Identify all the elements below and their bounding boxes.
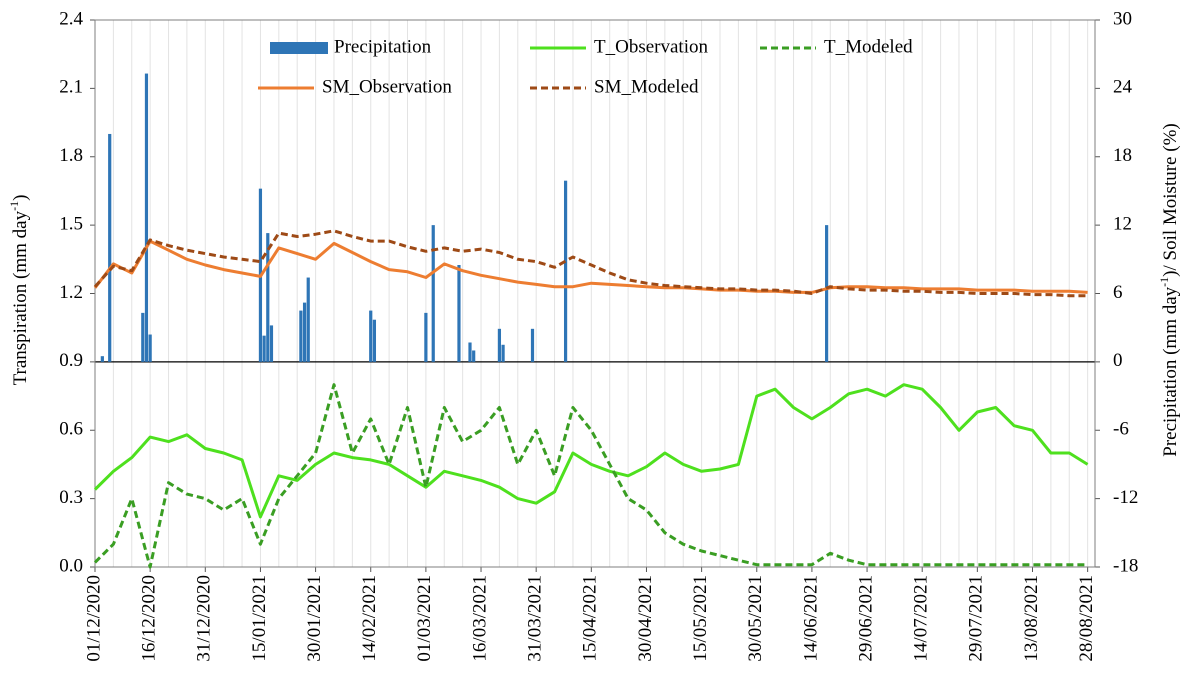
precipitation-bar <box>501 344 505 362</box>
y-axis-title-sup: -1 <box>7 201 21 211</box>
precipitation-bar <box>563 180 568 362</box>
precipitation-bar <box>100 356 104 362</box>
precipitation-bar <box>299 310 303 362</box>
x-tick-label: 30/01/2021 <box>304 575 325 662</box>
x-tick-label: 31/03/2021 <box>525 575 546 662</box>
x-tick-label: 01/03/2021 <box>414 575 435 662</box>
y2-axis-title-tail: )/ Soil Moisture (%) <box>1160 123 1181 277</box>
y-axis-title: Transpiration (mm day-1) <box>7 195 32 386</box>
precipitation-bar <box>148 334 152 362</box>
x-tick-label: 15/04/2021 <box>580 575 601 662</box>
precipitation-bar <box>431 225 435 362</box>
x-tick-label: 28/08/2021 <box>1076 575 1097 662</box>
x-tick-label: 15/05/2021 <box>690 575 711 662</box>
precipitation-bar <box>144 73 149 362</box>
precipitation-bar <box>372 319 377 362</box>
x-tick-label: 16/12/2020 <box>139 575 160 662</box>
y-tick-label: 2.4 <box>59 8 83 29</box>
y2-tick-label: -12 <box>1113 487 1138 508</box>
precipitation-bar <box>266 233 270 362</box>
x-tick-label: 29/07/2021 <box>966 575 987 662</box>
series-line <box>93 383 1088 569</box>
y2-tick-label: 18 <box>1113 145 1132 166</box>
legend-label: SM_Modeled <box>594 76 699 97</box>
x-tick-label: 14/07/2021 <box>911 575 932 662</box>
y-tick-label: 1.5 <box>59 213 83 234</box>
y-tick-label: 2.1 <box>59 77 83 98</box>
x-tick-label: 14/02/2021 <box>359 575 380 662</box>
legend-label: T_Modeled <box>824 36 913 57</box>
x-tick-label: 30/04/2021 <box>635 575 656 662</box>
y2-axis-title-sup: -1 <box>1157 277 1171 287</box>
y-tick-label: 0.3 <box>59 487 83 508</box>
series-line <box>93 239 1088 294</box>
precipitation-bar <box>141 312 145 362</box>
x-tick-label: 13/08/2021 <box>1021 575 1042 662</box>
y2-tick-label: 12 <box>1113 213 1132 234</box>
precipitation-bar <box>108 133 112 362</box>
x-tick-label: 16/03/2021 <box>469 575 490 662</box>
precipitation-bar <box>825 225 829 362</box>
y2-tick-label: -6 <box>1113 419 1129 440</box>
legend-label: T_Observation <box>594 36 708 57</box>
precipitation-bar <box>424 312 428 362</box>
x-tick-label: 15/01/2021 <box>249 575 270 662</box>
precipitation-bar <box>369 310 373 362</box>
precipitation-bar <box>269 325 274 362</box>
y2-tick-label: 0 <box>1113 350 1123 371</box>
y-tick-label: 0.9 <box>59 350 83 371</box>
precipitation-bar <box>262 335 266 362</box>
precipitation-bar <box>497 328 502 362</box>
x-tick-label: 14/06/2021 <box>800 575 821 662</box>
y-tick-label: 0.6 <box>59 419 83 440</box>
series-line <box>93 383 1089 519</box>
y2-axis-title: Precipitation (mm day-1)/ Soil Moisture … <box>1157 123 1182 456</box>
y-axis-title-text: Transpiration (mm day <box>10 210 31 385</box>
precipitation-bar <box>530 328 535 362</box>
legend-swatch <box>270 42 328 54</box>
x-tick-label: 31/12/2020 <box>194 575 215 662</box>
y2-axis-title-text: Precipitation (mm day <box>1160 286 1181 456</box>
legend-label: Precipitation <box>334 36 432 57</box>
x-tick-label: 30/05/2021 <box>745 575 766 662</box>
plot-frame <box>94 19 1096 568</box>
y2-tick-label: 6 <box>1113 282 1123 303</box>
precipitation-bar <box>472 350 476 362</box>
precipitation-bar <box>457 265 461 362</box>
y-tick-label: 1.2 <box>59 282 83 303</box>
series-line <box>93 229 1088 298</box>
y-tick-label: 1.8 <box>59 145 83 166</box>
legend-label: SM_Observation <box>322 76 452 97</box>
y2-tick-label: 24 <box>1113 77 1133 98</box>
y2-tick-label: 30 <box>1113 8 1132 29</box>
precipitation-bar <box>302 302 307 362</box>
precipitation-bar <box>468 342 472 362</box>
x-tick-label: 01/12/2020 <box>83 575 104 662</box>
precipitation-bar <box>306 277 310 362</box>
y-tick-label: 0.0 <box>59 555 83 576</box>
x-tick-label: 29/06/2021 <box>855 575 876 662</box>
y2-tick-label: -18 <box>1113 555 1138 576</box>
y-axis-title-tail: ) <box>10 195 31 201</box>
